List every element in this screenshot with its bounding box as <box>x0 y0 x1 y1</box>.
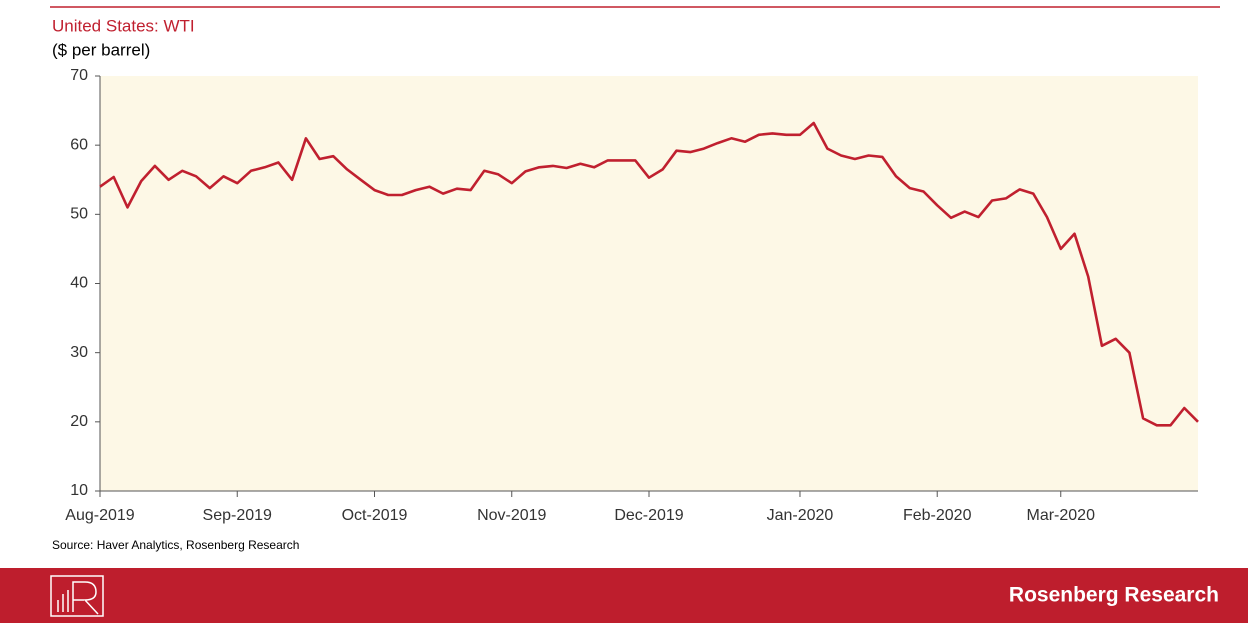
x-tick-label: Sep-2019 <box>203 507 272 524</box>
y-tick-label: 60 <box>70 136 88 153</box>
x-tick-label: Oct-2019 <box>342 507 408 524</box>
y-tick-label: 20 <box>70 413 88 430</box>
logo-mark <box>57 581 99 615</box>
chart-subtitle: ($ per barrel) <box>52 40 150 59</box>
footer-brand: Rosenberg Research <box>1009 584 1219 607</box>
y-tick-label: 10 <box>70 482 88 499</box>
logo <box>50 575 104 617</box>
x-tick-label: Feb-2020 <box>903 507 972 524</box>
x-tick-label: Jan-2020 <box>767 507 834 524</box>
footer-band <box>0 568 1248 623</box>
source: Source: Haver Analytics, Rosenberg Resea… <box>52 538 299 552</box>
y-tick-label: 70 <box>70 67 88 84</box>
chart-title: United States: WTI <box>52 16 195 35</box>
x-tick-label: Aug-2019 <box>65 507 134 524</box>
y-tick-label: 30 <box>70 344 88 361</box>
plot-area <box>100 76 1198 491</box>
x-tick-label: Nov-2019 <box>477 507 546 524</box>
logo-box <box>50 575 104 617</box>
x-tick-label: Dec-2019 <box>614 507 683 524</box>
x-tick-label: Mar-2020 <box>1027 507 1096 524</box>
y-tick-label: 50 <box>70 206 88 223</box>
y-tick-label: 40 <box>70 275 88 292</box>
wti-line <box>99 121 1199 427</box>
